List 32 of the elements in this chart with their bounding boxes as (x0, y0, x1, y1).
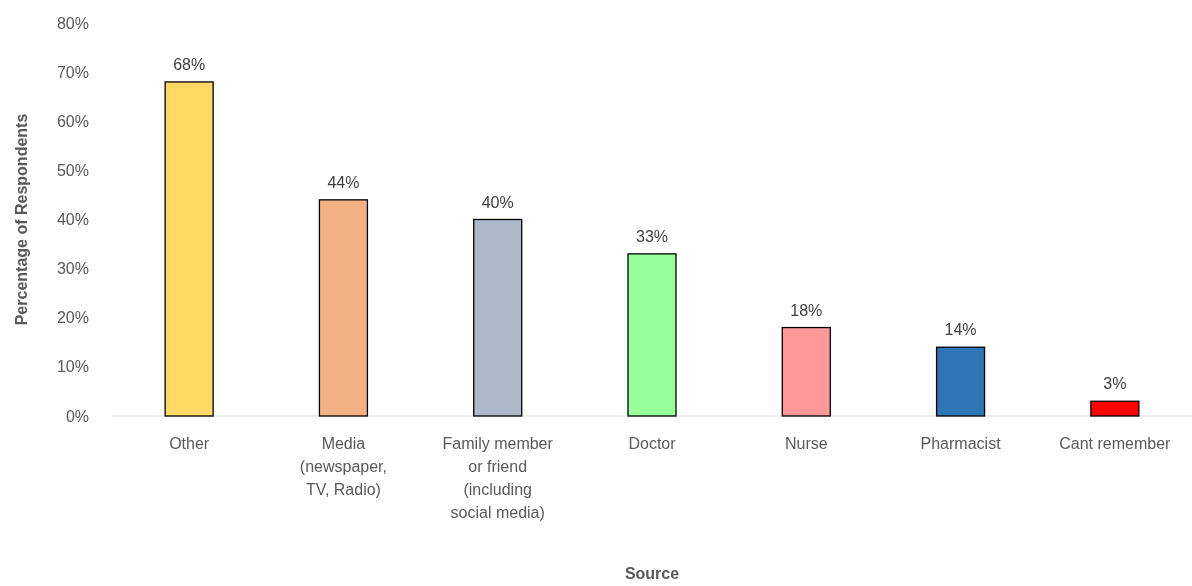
y-tick-label: 20% (56, 309, 89, 327)
y-tick-label: 70% (56, 63, 89, 81)
data-label: 18% (790, 301, 823, 319)
bar (318, 199, 369, 417)
bar (1090, 400, 1140, 417)
x-axis-title: Source (624, 565, 680, 582)
x-tick-label: Media (newspaper, TV, Radio) (299, 435, 388, 498)
data-label: 44% (327, 173, 360, 191)
x-tick-label: Family member or friend (including social media) (442, 435, 554, 521)
y-tick-label: 30% (56, 260, 89, 278)
x-tick-label: Doctor (628, 435, 677, 452)
y-tick-label: 0% (65, 407, 89, 425)
y-tick-label: 50% (56, 161, 89, 179)
y-tick-label: 10% (56, 358, 89, 376)
y-tick-label: 80% (56, 14, 89, 32)
bar (627, 253, 677, 417)
bar (781, 326, 831, 417)
data-label: 40% (481, 193, 514, 211)
y-tick-label: 60% (56, 112, 89, 130)
x-tick-label: Pharmacist (920, 435, 1002, 452)
data-label: 14% (944, 321, 977, 339)
bar (164, 81, 214, 417)
x-tick-label: Nurse (784, 435, 828, 452)
data-label: 68% (173, 55, 206, 73)
data-label: 33% (635, 227, 669, 245)
x-tick-label: Other (169, 435, 210, 452)
bar (935, 346, 986, 417)
x-tick-label: Cant remember (1059, 435, 1172, 452)
data-label: 3% (1103, 375, 1127, 393)
y-axis-title: Percentage of Respondents (13, 113, 30, 326)
bar (473, 218, 523, 417)
y-tick-label: 40% (56, 211, 89, 229)
